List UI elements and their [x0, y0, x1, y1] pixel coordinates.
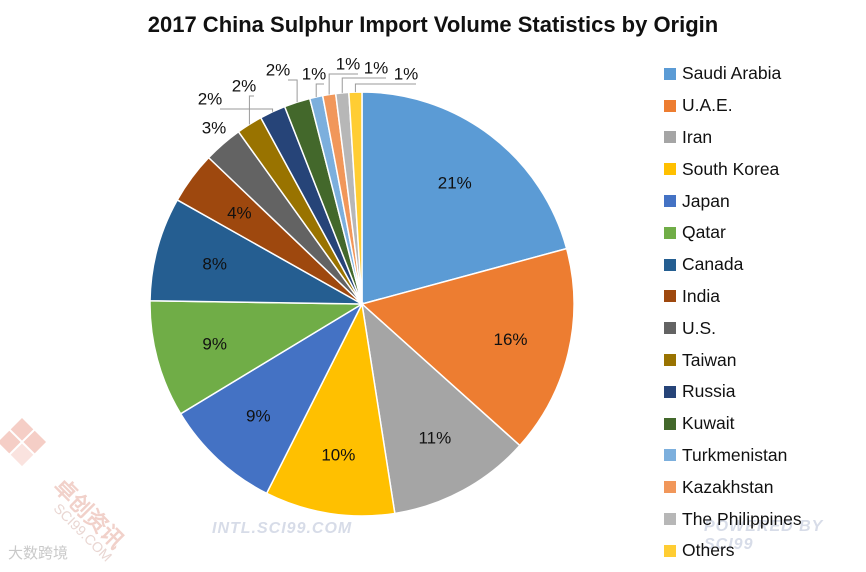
- leader-line-kuwait: [288, 79, 298, 103]
- slice-qatar[interactable]: [149, 299, 365, 415]
- slice-label-others: 1%: [394, 65, 419, 84]
- slice-label-india: 4%: [227, 204, 252, 223]
- slice-label-south-korea: 10%: [321, 445, 355, 464]
- legend-label: Others: [682, 540, 735, 561]
- slice-label-saudi-arabia: 21%: [438, 173, 472, 192]
- legend-item-kazakhstan[interactable]: Kazakhstan: [664, 471, 802, 503]
- legend-label: India: [682, 285, 720, 306]
- legend-item-india[interactable]: India: [664, 281, 802, 313]
- slice-label-turkmenistan: 1%: [302, 65, 327, 84]
- legend: Saudi Arabia U.A.E. Iran South Korea Japan Qa…: [664, 58, 802, 567]
- legend-item-russia[interactable]: Russia: [664, 376, 802, 408]
- legend-label: Taiwan: [682, 349, 737, 370]
- leader-line-taiwan: [248, 95, 254, 125]
- legend-item-the-philippines[interactable]: The Philippines: [664, 503, 802, 535]
- leader-line-kazakhstan: [328, 73, 358, 95]
- slice-label-the-philippines: 1%: [364, 59, 389, 78]
- legend-label: U.S.: [682, 317, 717, 338]
- slice-south-korea[interactable]: [265, 301, 396, 517]
- legend-item-canada[interactable]: Canada: [664, 249, 802, 281]
- legend-label: Japan: [682, 190, 730, 211]
- pie-slices: [149, 91, 575, 517]
- legend-swatch: [664, 99, 676, 112]
- legend-label: Kazakhstan: [682, 476, 774, 497]
- leader-line-others: [354, 83, 416, 93]
- legend-swatch: [664, 417, 676, 430]
- slice-u-a-e[interactable]: [360, 247, 575, 447]
- slice-label-russia: 2%: [198, 90, 223, 109]
- leader-lines: [220, 73, 416, 125]
- legend-label: The Philippines: [682, 508, 802, 529]
- legend-item-others[interactable]: Others: [664, 535, 802, 567]
- slice-iran[interactable]: [360, 302, 521, 515]
- slice-label-kazakhstan: 1%: [336, 55, 361, 74]
- legend-swatch: [664, 163, 676, 176]
- chart-title: 2017 China Sulphur Import Volume Statist…: [147, 12, 719, 37]
- legend-item-japan[interactable]: Japan: [664, 185, 802, 217]
- legend-swatch: [664, 195, 676, 208]
- slice-japan[interactable]: [179, 302, 364, 495]
- bottom-watermark: 大数跨境: [8, 545, 69, 562]
- legend-label: Qatar: [682, 222, 726, 243]
- legend-item-kuwait[interactable]: Kuwait: [664, 408, 802, 440]
- legend-swatch: [664, 385, 676, 398]
- legend-label: Saudi Arabia: [682, 63, 782, 84]
- legend-swatch: [664, 67, 676, 80]
- legend-label: Iran: [682, 126, 713, 147]
- slice-label-canada: 8%: [202, 255, 227, 274]
- leader-line-the-philippines: [341, 77, 386, 93]
- slice-saudi-arabia[interactable]: [361, 91, 568, 305]
- slice-labels: 21%16%11%10%9%9%8%4%3%2%2%2% 1%1% 1% 1%: [198, 55, 528, 465]
- legend-swatch: [664, 322, 676, 335]
- slice-label-qatar: 9%: [202, 334, 227, 353]
- slice-label-u-a-e: 16%: [493, 330, 527, 349]
- site-watermark: INTL.SCI99.COM: [212, 520, 353, 537]
- legend-swatch: [664, 131, 676, 144]
- slice-others[interactable]: [348, 91, 363, 305]
- legend-swatch: [664, 226, 676, 239]
- legend-label: South Korea: [682, 158, 780, 179]
- slice-label-iran: 11%: [418, 429, 451, 448]
- legend-label: Kuwait: [682, 413, 735, 434]
- legend-item-taiwan[interactable]: Taiwan: [664, 344, 802, 376]
- legend-label: U.A.E.: [682, 95, 733, 116]
- legend-item-qatar[interactable]: Qatar: [664, 217, 802, 249]
- slice-label-kuwait: 2%: [266, 61, 291, 80]
- legend-swatch: [664, 544, 676, 557]
- legend-label: Canada: [682, 254, 744, 275]
- slice-label-japan: 9%: [246, 407, 271, 426]
- slice-label-taiwan: 2%: [232, 77, 257, 96]
- legend-item-u-s[interactable]: U.S.: [664, 312, 802, 344]
- legend-swatch: [664, 258, 676, 271]
- legend-swatch: [664, 513, 676, 526]
- powered-watermark: POWERED BY SCI99: [704, 518, 824, 553]
- legend-item-south-korea[interactable]: South Korea: [664, 153, 802, 185]
- legend-swatch: [664, 354, 676, 367]
- legend-item-u-a-e[interactable]: U.A.E.: [664, 90, 802, 122]
- legend-swatch: [664, 290, 676, 303]
- legend-label: Russia: [682, 381, 736, 402]
- legend-item-iran[interactable]: Iran: [664, 122, 802, 154]
- leader-line-russia: [220, 108, 274, 112]
- legend-item-turkmenistan[interactable]: Turkmenistan: [664, 440, 802, 472]
- legend-label: Turkmenistan: [682, 444, 788, 465]
- legend-swatch: [664, 449, 676, 462]
- leader-line-turkmenistan: [315, 83, 324, 98]
- slice-canada[interactable]: [149, 198, 363, 305]
- legend-swatch: [664, 481, 676, 494]
- legend-item-saudi-arabia[interactable]: Saudi Arabia: [664, 58, 802, 90]
- slice-label-u-s: 3%: [202, 119, 227, 138]
